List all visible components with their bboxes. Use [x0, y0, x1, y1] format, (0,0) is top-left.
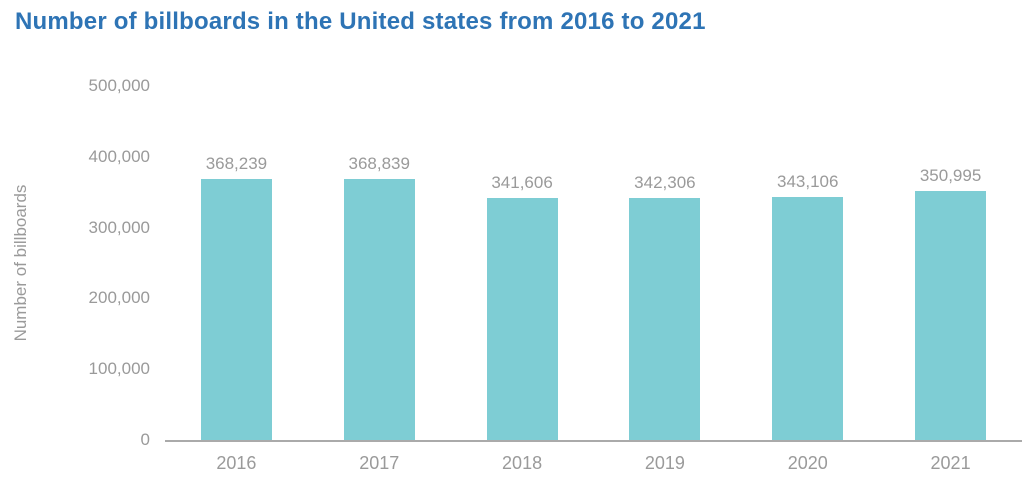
y-axis-tick-0: 0 [140, 430, 150, 449]
y-axis-title: Number of billboards [11, 184, 30, 342]
x-axis-label-2016: 2016 [216, 453, 257, 473]
bar-value-label: 350,995 [919, 166, 982, 185]
bar-2019 [629, 198, 701, 440]
bar-group-2018: 341,606 [451, 86, 594, 440]
y-axis-tick-200000: 200,000 [88, 288, 150, 307]
plot-area: 368,239 368,839 341,606 342,306 343,106 350,9… [165, 86, 1022, 442]
chart-title: Number of billboards in the United state… [15, 8, 706, 35]
y-axis-tick-400000: 400,000 [88, 147, 150, 166]
bar-2017 [343, 179, 415, 440]
bar-2020 [772, 197, 844, 440]
bar-group-2016: 368,239 [165, 86, 308, 440]
x-axis-label-2017: 2017 [359, 453, 400, 473]
bar-group-2020: 343,106 [736, 86, 879, 440]
bar-value-label: 368,239 [205, 154, 268, 173]
bar-value-label: 342,306 [634, 173, 696, 192]
bar-2018 [486, 198, 558, 440]
bar-2016 [200, 179, 272, 440]
y-axis-tick-300000: 300,000 [88, 218, 150, 237]
x-axis-label-2019: 2019 [644, 453, 685, 473]
bar-value-label: 368,839 [348, 154, 410, 173]
x-axis-label-2021: 2021 [930, 453, 971, 473]
bar-group-2017: 368,839 [308, 86, 451, 440]
bar-group-2019: 342,306 [593, 86, 736, 440]
y-axis-tick-100000: 100,000 [88, 359, 150, 378]
bar-2021 [915, 191, 987, 440]
bar-value-label: 341,606 [491, 173, 553, 192]
x-axis-label-2018: 2018 [502, 453, 543, 473]
x-axis-labels: 2016 2017 2018 2019 2020 2021 [165, 452, 1022, 474]
bar-group-2021: 350,995 [879, 86, 1022, 440]
y-axis-tick-500000: 500,000 [88, 76, 150, 95]
bar-value-label: 343,106 [777, 172, 839, 191]
x-axis-label-2020: 2020 [787, 453, 828, 473]
